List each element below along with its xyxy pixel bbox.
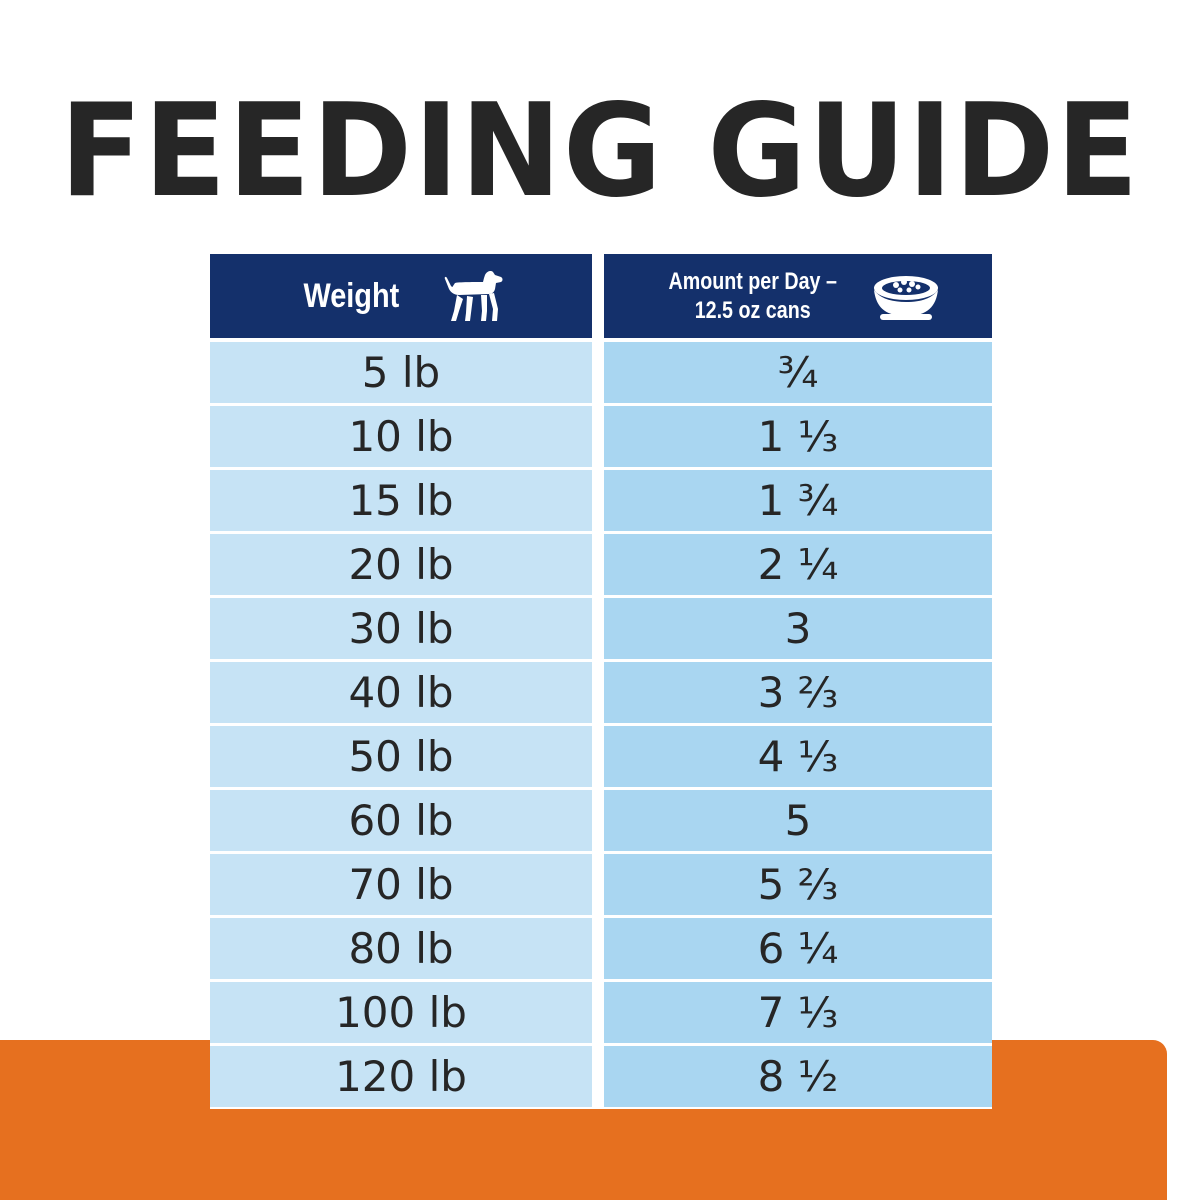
weight-cell: 100 lb [210, 982, 592, 1043]
amount-cell: ¾ [604, 342, 992, 403]
table-row: 5 lb ¾ [210, 342, 992, 403]
weight-cell: 30 lb [210, 598, 592, 659]
weight-cell: 10 lb [210, 406, 592, 467]
amount-cell: 1 ¾ [604, 470, 992, 531]
header-weight: Weight [210, 254, 592, 338]
header-weight-label: Weight [303, 276, 399, 315]
table-row: 10 lb 1 ⅓ [210, 406, 992, 467]
table-row: 15 lb 1 ¾ [210, 470, 992, 531]
weight-cell: 120 lb [210, 1046, 592, 1107]
table-row: 60 lb 5 [210, 790, 992, 851]
amount-cell: 5 [604, 790, 992, 851]
weight-cell: 80 lb [210, 918, 592, 979]
table-row: 120 lb 8 ½ [210, 1046, 992, 1107]
amount-cell: 1 ⅓ [604, 406, 992, 467]
weight-cell: 40 lb [210, 662, 592, 723]
table-row: 50 lb 4 ⅓ [210, 726, 992, 787]
weight-cell: 70 lb [210, 854, 592, 915]
amount-cell: 6 ¼ [604, 918, 992, 979]
weight-cell: 50 lb [210, 726, 592, 787]
header-amount: Amount per Day – 12.5 oz cans [604, 254, 992, 338]
header-amount-line1: Amount per Day – [668, 268, 838, 295]
table-row: 40 lb 3 ⅔ [210, 662, 992, 723]
amount-cell: 3 [604, 598, 992, 659]
table-row: 80 lb 6 ¼ [210, 918, 992, 979]
table-row: 70 lb 5 ⅔ [210, 854, 992, 915]
amount-cell: 2 ¼ [604, 534, 992, 595]
header-amount-label: Amount per Day – 12.5 oz cans [669, 267, 837, 325]
weight-cell: 60 lb [210, 790, 592, 851]
table-row: 30 lb 3 [210, 598, 992, 659]
table-header: Weight Amount per Day – 12.5 oz cans [210, 254, 992, 338]
amount-cell: 7 ⅓ [604, 982, 992, 1043]
page-title: FEEDING GUIDE [59, 77, 1141, 226]
table-row: 100 lb 7 ⅓ [210, 982, 992, 1043]
weight-cell: 15 lb [210, 470, 592, 531]
amount-cell: 3 ⅔ [604, 662, 992, 723]
amount-cell: 8 ½ [604, 1046, 992, 1107]
feeding-table: Weight Amount per Day – 12.5 oz cans [210, 254, 992, 1109]
amount-cell: 4 ⅓ [604, 726, 992, 787]
dog-icon [437, 269, 507, 323]
amount-cell: 5 ⅔ [604, 854, 992, 915]
food-bowl-icon [866, 266, 946, 326]
header-amount-line2: 12.5 oz cans [695, 297, 811, 324]
table-row: 20 lb 2 ¼ [210, 534, 992, 595]
weight-cell: 20 lb [210, 534, 592, 595]
weight-cell: 5 lb [210, 342, 592, 403]
